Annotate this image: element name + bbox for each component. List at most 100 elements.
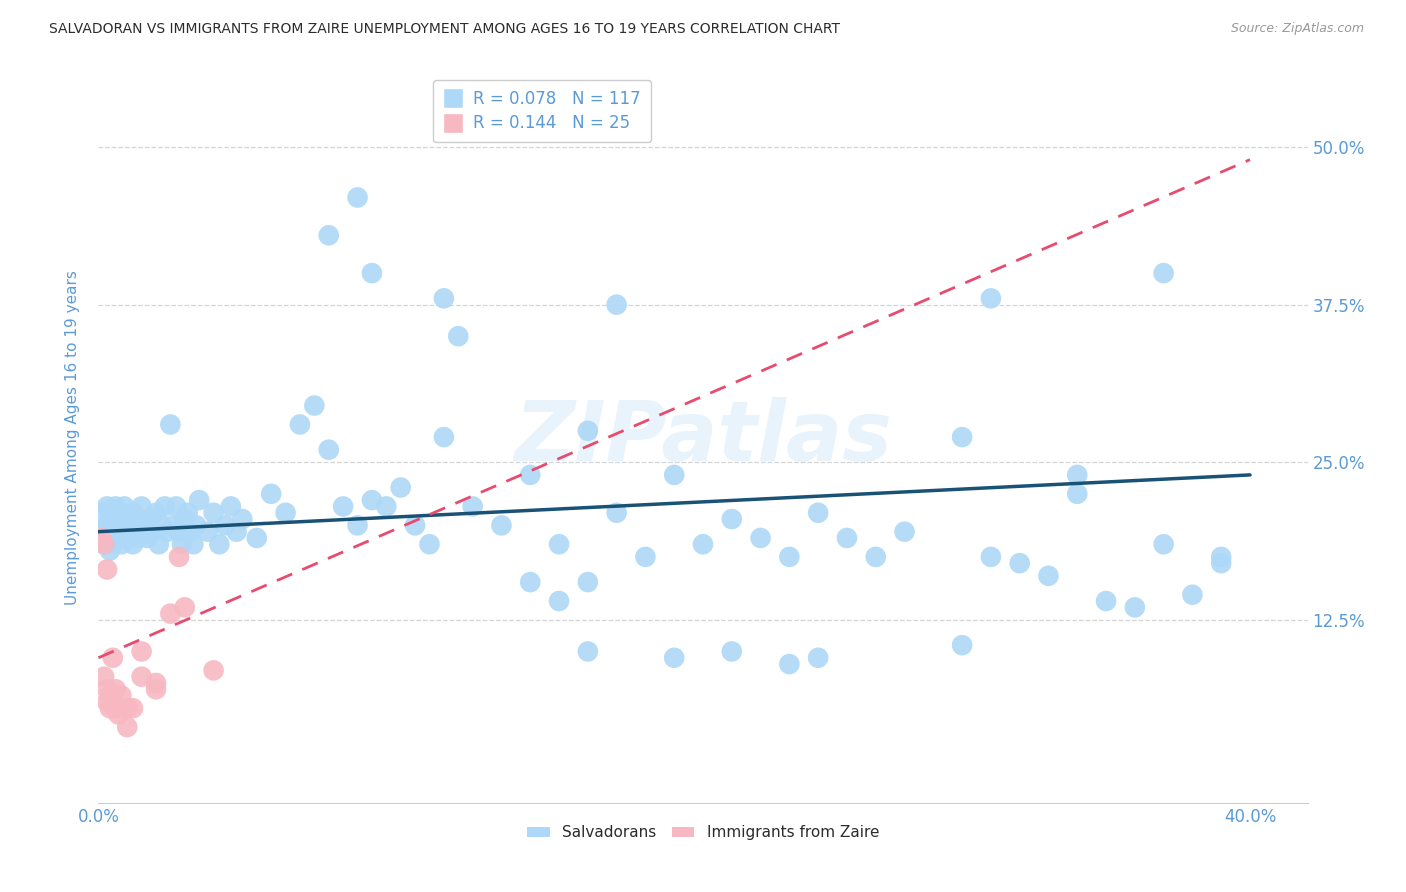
Point — [122, 701, 145, 715]
Point — [110, 689, 132, 703]
Point — [225, 524, 247, 539]
Point — [101, 506, 124, 520]
Point — [142, 524, 165, 539]
Point — [361, 493, 384, 508]
Point — [202, 506, 225, 520]
Point — [93, 670, 115, 684]
Point — [115, 701, 138, 715]
Point — [107, 707, 129, 722]
Point — [519, 575, 541, 590]
Point — [110, 506, 132, 520]
Point — [260, 487, 283, 501]
Point — [120, 531, 142, 545]
Point — [1211, 549, 1233, 564]
Point — [93, 537, 115, 551]
Point — [389, 481, 412, 495]
Point — [346, 190, 368, 204]
Point — [104, 518, 127, 533]
Point — [1123, 600, 1146, 615]
Point — [433, 291, 456, 305]
Point — [104, 531, 127, 545]
Point — [318, 228, 340, 243]
Point — [104, 682, 127, 697]
Point — [318, 442, 340, 457]
Point — [720, 512, 742, 526]
Point — [361, 266, 384, 280]
Point — [188, 493, 211, 508]
Point — [98, 524, 121, 539]
Point — [150, 518, 173, 533]
Point — [101, 524, 124, 539]
Point — [101, 695, 124, 709]
Point — [1066, 487, 1088, 501]
Point — [96, 682, 118, 697]
Point — [101, 650, 124, 665]
Text: SALVADORAN VS IMMIGRANTS FROM ZAIRE UNEMPLOYMENT AMONG AGES 16 TO 19 YEARS CORRE: SALVADORAN VS IMMIGRANTS FROM ZAIRE UNEM… — [49, 22, 841, 37]
Point — [576, 424, 599, 438]
Point — [120, 518, 142, 533]
Point — [606, 298, 628, 312]
Point — [692, 537, 714, 551]
Point — [125, 524, 148, 539]
Point — [404, 518, 426, 533]
Point — [418, 537, 440, 551]
Point — [231, 512, 253, 526]
Point — [865, 549, 887, 564]
Point — [148, 537, 170, 551]
Point — [183, 537, 205, 551]
Point — [274, 506, 297, 520]
Point — [1153, 537, 1175, 551]
Point — [950, 638, 973, 652]
Point — [134, 518, 156, 533]
Point — [98, 689, 121, 703]
Point — [173, 512, 195, 526]
Point — [778, 657, 800, 671]
Point — [145, 506, 167, 520]
Point — [202, 664, 225, 678]
Point — [128, 531, 150, 545]
Point — [159, 417, 181, 432]
Point — [167, 549, 190, 564]
Point — [167, 524, 190, 539]
Point — [807, 506, 830, 520]
Point — [1008, 556, 1031, 570]
Point — [90, 524, 112, 539]
Point — [186, 518, 208, 533]
Point — [98, 543, 121, 558]
Point — [101, 537, 124, 551]
Point — [208, 537, 231, 551]
Point — [122, 506, 145, 520]
Point — [145, 676, 167, 690]
Point — [246, 531, 269, 545]
Point — [104, 500, 127, 514]
Point — [835, 531, 858, 545]
Point — [433, 430, 456, 444]
Point — [125, 512, 148, 526]
Point — [1066, 467, 1088, 482]
Point — [98, 512, 121, 526]
Point — [980, 549, 1002, 564]
Point — [90, 531, 112, 545]
Y-axis label: Unemployment Among Ages 16 to 19 years: Unemployment Among Ages 16 to 19 years — [65, 269, 80, 605]
Text: Source: ZipAtlas.com: Source: ZipAtlas.com — [1230, 22, 1364, 36]
Point — [96, 500, 118, 514]
Point — [606, 506, 628, 520]
Point — [115, 720, 138, 734]
Point — [96, 531, 118, 545]
Point — [1095, 594, 1118, 608]
Point — [807, 650, 830, 665]
Point — [576, 575, 599, 590]
Point — [720, 644, 742, 658]
Point — [145, 682, 167, 697]
Point — [176, 506, 198, 520]
Point — [107, 524, 129, 539]
Point — [219, 500, 242, 514]
Point — [375, 500, 398, 514]
Point — [950, 430, 973, 444]
Point — [664, 650, 686, 665]
Point — [304, 399, 326, 413]
Point — [491, 518, 513, 533]
Point — [96, 518, 118, 533]
Point — [112, 518, 135, 533]
Point — [107, 512, 129, 526]
